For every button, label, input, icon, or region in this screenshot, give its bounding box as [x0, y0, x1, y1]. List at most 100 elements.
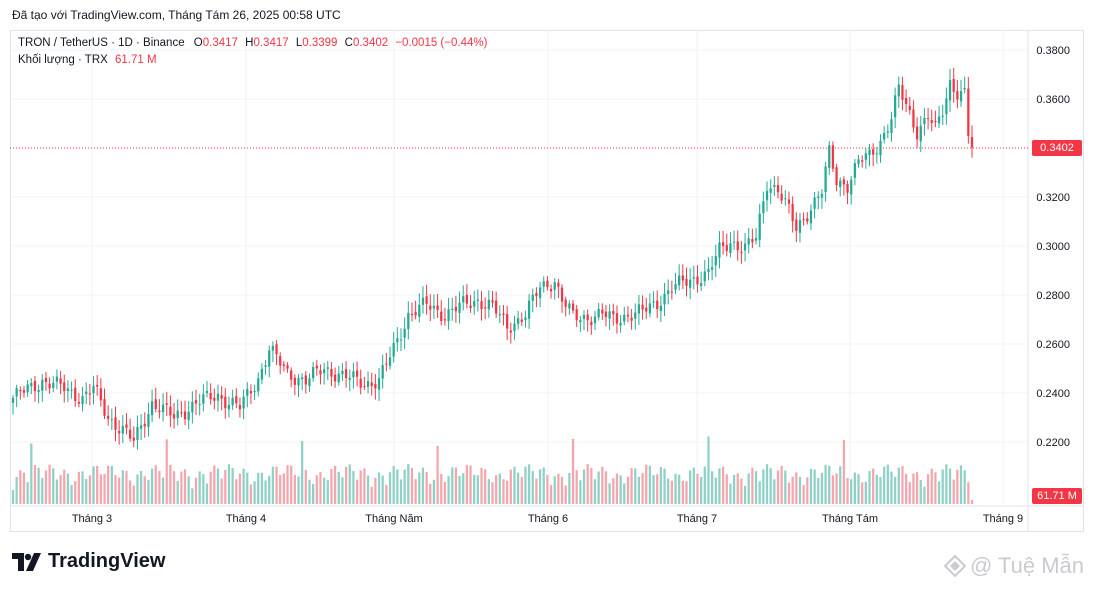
candle-body — [857, 159, 860, 164]
volume-bar — [348, 464, 351, 504]
watermark-text: @ Tuệ Mẫn — [969, 553, 1084, 578]
volume-bar — [216, 468, 220, 504]
volume-bar — [872, 468, 875, 504]
volume-bar — [96, 466, 99, 504]
volume-bar — [279, 475, 282, 504]
candle-body — [813, 197, 816, 209]
candle-body — [637, 304, 641, 314]
volume-bar — [553, 476, 556, 504]
candle-body — [213, 397, 216, 401]
volume-bar — [678, 474, 681, 504]
candle-body — [484, 307, 487, 309]
candle-body — [392, 343, 395, 357]
candle-body — [751, 239, 754, 243]
candle-body — [355, 370, 359, 377]
candle-body — [312, 367, 315, 379]
volume-bar — [132, 485, 135, 504]
candle-body — [765, 190, 769, 201]
volume-bar — [762, 469, 765, 504]
candle-body — [495, 300, 498, 314]
candle-body — [634, 312, 637, 319]
volume-bar — [912, 473, 915, 504]
candle-body — [721, 242, 725, 247]
candle-body — [290, 370, 293, 380]
candle-body — [795, 219, 798, 231]
volume-bar — [879, 476, 882, 504]
volume-bar — [689, 470, 692, 504]
candle-body — [172, 414, 176, 419]
volume-bar — [564, 485, 567, 504]
candle-body — [959, 91, 963, 102]
x-tick-label: Tháng 6 — [528, 513, 568, 525]
candle-body — [934, 120, 937, 123]
candle-body — [571, 303, 575, 311]
candle-body — [242, 396, 245, 409]
candle-body — [268, 350, 271, 367]
volume-bar — [571, 438, 575, 504]
candle-body — [937, 116, 941, 124]
candle-body — [828, 145, 831, 168]
volume-bar — [557, 473, 560, 504]
volume-bar — [451, 467, 454, 504]
volume-bar — [421, 467, 425, 504]
volume-bar — [392, 466, 395, 504]
candle-body — [725, 244, 728, 252]
x-tick-label: Tháng 7 — [677, 513, 717, 525]
candle-body — [465, 294, 469, 304]
volume-bar — [641, 472, 644, 504]
volume-bar — [590, 468, 593, 504]
y-tick-label: 0.2800 — [1036, 290, 1070, 302]
candle-body — [253, 391, 256, 393]
candle-body — [700, 283, 703, 287]
candle-body — [293, 377, 296, 385]
volume-bar — [773, 479, 776, 504]
volume-label[interactable]: Khối lượng · TRX — [18, 54, 108, 66]
candle-body — [670, 291, 673, 293]
volume-bar — [388, 472, 392, 504]
candle-body — [114, 417, 117, 430]
candle-body — [187, 411, 190, 421]
volume-bar — [945, 464, 948, 504]
volume-bar — [235, 479, 238, 504]
volume-bar — [33, 464, 37, 504]
volume-bar — [88, 475, 92, 504]
volume-bar — [462, 473, 465, 504]
candle-body — [319, 370, 322, 375]
volume-bar — [776, 470, 780, 504]
candle-body — [740, 251, 743, 253]
candle-body — [524, 317, 527, 320]
symbol-label[interactable]: TRON / TetherUS · 1D · Binance — [18, 37, 185, 49]
tradingview-logo-icon — [12, 552, 41, 571]
candle-body — [608, 311, 611, 319]
candle-body — [791, 203, 794, 222]
tradingview-logo[interactable]: TradingView — [12, 550, 165, 573]
candle-body — [531, 294, 534, 301]
volume-bar — [802, 485, 805, 504]
volume-bar — [26, 482, 29, 504]
chart-frame[interactable] — [10, 30, 1084, 532]
volume-bar — [77, 471, 81, 504]
candle-body — [194, 400, 198, 404]
volume-bar — [37, 467, 40, 504]
legend-row-price: TRON / TetherUS · 1D · Binance O0.3417 H… — [18, 35, 487, 52]
volume-bar — [469, 465, 472, 504]
volume-bar — [231, 468, 234, 504]
volume-bar — [601, 466, 604, 504]
volume-bar — [575, 470, 578, 504]
volume-bar — [696, 473, 699, 504]
volume-bar — [209, 471, 212, 504]
candle-body — [707, 268, 710, 273]
candle-body — [150, 401, 154, 416]
volume-bar — [959, 465, 963, 504]
volume-bar — [839, 466, 842, 504]
volume-bar — [271, 466, 275, 504]
volume-bar — [513, 466, 516, 504]
candle-body — [37, 389, 40, 392]
volume-bar — [344, 466, 348, 504]
candle-body — [615, 313, 619, 324]
volume-bar — [681, 480, 684, 504]
volume-bar — [440, 474, 443, 504]
volume-bar — [846, 478, 849, 504]
candle-body — [176, 410, 179, 419]
